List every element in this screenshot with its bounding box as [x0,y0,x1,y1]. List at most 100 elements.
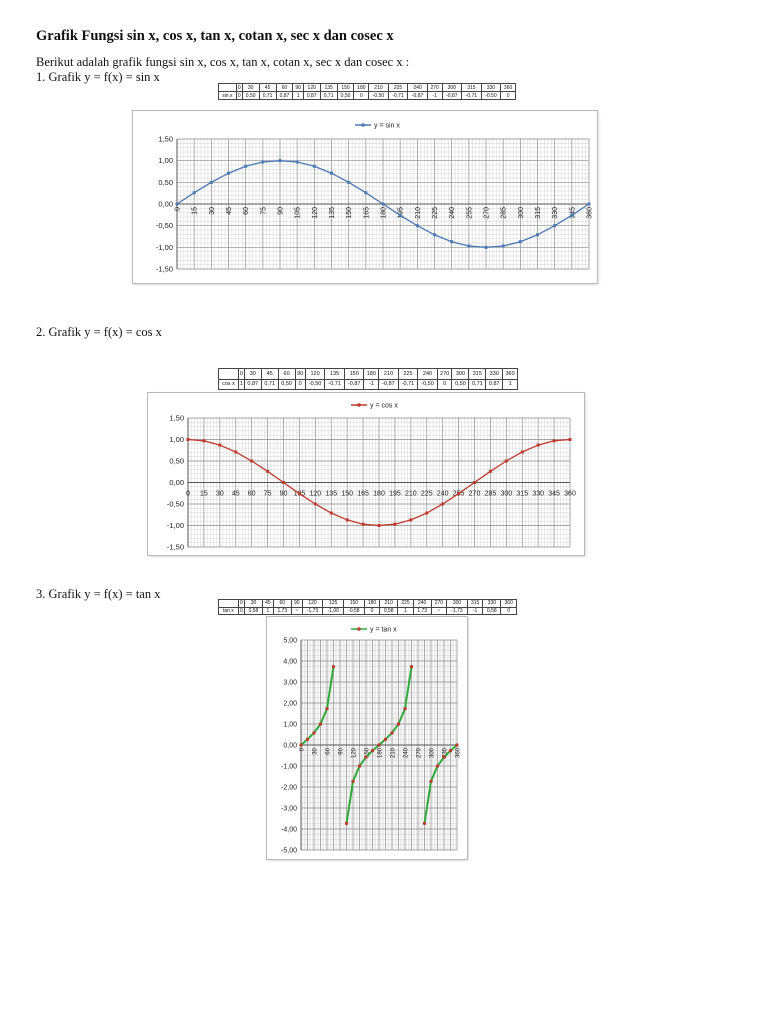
x-tick-label: 225 [432,207,439,219]
table-cell: 60 [275,83,294,92]
data-point [467,244,471,248]
data-point [441,502,445,506]
data-point [313,502,317,506]
table-cell: cos x [218,378,239,390]
section-heading-cos: 2. Grafik y = f(x) = cos x [36,325,162,339]
value-table-sin: 0 30 45 60 90 120 135 150 180 210 225 240 270 300 315 3… [218,83,516,100]
y-tick-label: 1,50 [169,414,184,423]
table-cell: 135 [324,368,345,380]
data-point [209,180,213,184]
x-tick-label: 300 [500,491,512,498]
table-cell: -0,71 [387,91,409,100]
x-tick-label: 360 [456,747,462,758]
table-cell: 60 [277,368,296,380]
x-tick-label: 285 [485,491,497,498]
y-tick-label: -5,00 [281,848,297,855]
table-cell: 0,50 [336,91,355,100]
y-tick-label: 0,00 [283,743,297,750]
table-cell: -1,00 [322,606,345,615]
table-cell: 225 [397,599,414,608]
table-cell: -0,71 [324,378,345,390]
table-header: 0 30 45 60 90 120 135 150 180 210 225 240 270 300 315 3… [218,368,518,380]
y-tick-label: -1,50 [167,543,184,552]
table-cell: 150 [343,368,365,380]
x-tick-label: 240 [404,747,410,758]
data-point [358,764,361,768]
data-point [488,469,492,473]
table-cell: 90 [290,599,303,608]
table-cell: -0,87 [378,378,399,390]
legend-label: y = tan x [370,627,397,634]
table-cell: 120 [302,83,321,92]
x-tick-label: 60 [326,747,332,754]
legend-marker [357,403,361,407]
table-cell: 30 [244,599,263,608]
data-point [390,731,394,735]
data-point [345,518,349,522]
table-row: cos x 1 0,87 0,71 0,50 0 -0,50 -0,71 -0,87 -1 -0,8… [218,378,518,390]
data-point [266,469,270,473]
y-tick-label: 0,50 [169,457,184,466]
x-tick-label: 210 [391,747,397,758]
x-tick-label: 45 [226,207,233,215]
table-cell [218,368,239,380]
table-cell: 0,71 [260,378,279,390]
table-cell: 240 [407,83,428,92]
data-point [520,450,524,454]
x-tick-label: 240 [437,491,449,498]
x-tick-label: 45 [232,491,240,498]
x-tick-label: 30 [209,207,216,215]
table-cell: 0 [500,91,516,100]
table-row: tan x 0 0,58 1 1,73 ~ -1,73 -1,00 -0,58 0 0,58 1 1,7… [218,606,517,615]
table-cell: 180 [353,83,370,92]
data-point [409,518,413,522]
x-tick-label: 120 [312,207,319,219]
table-cell: 135 [319,83,338,92]
x-tick-label: 15 [192,207,199,215]
table-cell: -0,71 [397,378,419,390]
table-cell: 0,58 [379,606,399,615]
data-point [244,164,248,168]
table-cell: 180 [363,599,381,608]
table-cell: 225 [387,83,409,92]
data-point [282,481,285,484]
table-cell: 0 [294,378,306,390]
data-point [347,180,351,184]
x-tick-label: 285 [501,207,508,219]
data-point [553,224,557,228]
data-point [587,202,591,206]
x-tick-label: 150 [365,747,371,758]
data-point [312,731,316,735]
x-tick-label: 315 [535,207,542,219]
data-point [325,707,329,711]
x-tick-label: 135 [329,207,336,219]
data-point [504,459,508,463]
data-point [429,779,433,783]
table-cell: 45 [261,599,274,608]
data-point [501,244,505,248]
x-tick-label: 75 [264,491,272,498]
table-cell: 0 [436,378,453,390]
x-tick-label: 0 [175,207,182,211]
table-cell: -1,73 [446,606,468,615]
table-cell: 360 [500,599,517,608]
table-cell: -0,50 [417,378,438,390]
y-tick-label: -0,50 [156,221,173,230]
data-point [552,439,556,443]
chart-tan-svg: -5,00 -4,00 -3,00 -2,00 -1,00 0,00 1,00 2,00 3,0… [281,627,462,855]
table-row: sin x 0 0,50 0,71 0,87 1 0,87 0,71 0,50 0 -0,50 -0,… [218,91,516,100]
data-point [403,707,407,711]
table-cell: 1 [397,606,414,615]
chart-tan: -5,00 -4,00 -3,00 -2,00 -1,00 0,00 1,00 2,00 3,0… [266,616,468,860]
table-cell: 1,73 [272,606,292,615]
data-point [312,164,316,168]
data-point [449,749,452,753]
table-cell: 0,87 [275,91,294,100]
x-tick-label: 180 [373,491,385,498]
data-point [570,213,574,217]
y-tick-label: -0,50 [167,500,184,509]
x-tick-label: 345 [548,491,560,498]
data-point [384,737,387,741]
table-cell: 0,87 [243,378,262,390]
table-cell: 120 [301,599,324,608]
